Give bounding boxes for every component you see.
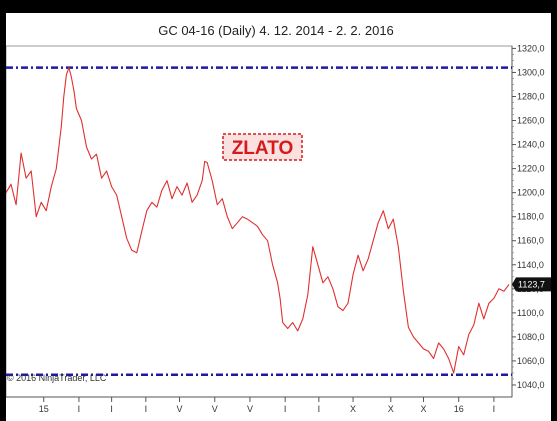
x-tick-label: X: [388, 404, 394, 414]
zlato-box: [222, 133, 303, 161]
x-tick-label: I: [145, 404, 148, 414]
x-tick-label: X: [420, 404, 426, 414]
y-tick-label: 1060,0: [517, 356, 545, 366]
x-tick-label: I: [284, 404, 287, 414]
y-tick-label: 1160,0: [517, 236, 544, 246]
y-axis-ticks: 1040,01060,01080,01100,01120,01140,01160…: [512, 43, 545, 390]
zlato-annotation: ZLATO: [222, 133, 303, 161]
gold-price-chart: GC 04-16 (Daily) 4. 12. 2014 - 2. 2. 201…: [6, 23, 551, 414]
y-tick-label: 1200,0: [517, 188, 545, 198]
y-tick-label: 1180,0: [517, 212, 544, 222]
y-tick-label: 1140,0: [517, 260, 544, 270]
x-tick-label: I: [110, 404, 113, 414]
x-tick-label: 16: [454, 404, 464, 414]
y-tick-label: 1300,0: [517, 67, 545, 77]
x-tick-label: V: [247, 404, 253, 414]
y-tick-label: 1100,0: [517, 308, 544, 318]
chart-title: GC 04-16 (Daily) 4. 12. 2014 - 2. 2. 201…: [158, 23, 394, 38]
y-tick-label: 1320,0: [517, 43, 545, 53]
chart-frame: GC 04-16 (Daily) 4. 12. 2014 - 2. 2. 201…: [6, 13, 551, 421]
x-tick-label: 15: [39, 404, 49, 414]
y-tick-label: 1040,0: [517, 380, 545, 390]
price-series: [6, 67, 510, 374]
x-tick-label: V: [212, 404, 218, 414]
x-tick-label: I: [78, 404, 81, 414]
zlato-label: ZLATO: [232, 138, 294, 159]
y-tick-label: 1080,0: [517, 332, 545, 342]
x-tick-label: I: [493, 404, 496, 414]
y-tick-label: 1220,0: [517, 164, 545, 174]
y-tick-label: 1260,0: [517, 116, 545, 126]
y-tick-label: 1280,0: [517, 91, 545, 101]
last-value-marker: 1123,7: [512, 277, 551, 292]
x-tick-label: V: [177, 404, 183, 414]
x-tick-label: X: [350, 404, 356, 414]
last-value-box: [512, 277, 551, 292]
x-axis-ticks: 15 I I I V V V I I X X X 16 I: [39, 397, 495, 414]
copyright-text: © 2016 NinjaTrader, LLC: [7, 373, 107, 383]
y-tick-label: 1240,0: [517, 140, 545, 150]
horizontal-levels: [6, 66, 512, 377]
x-tick-label: I: [318, 404, 321, 414]
last-value-label: 1123,7: [518, 279, 545, 289]
price-line: [6, 67, 510, 374]
plot-area: [6, 45, 513, 398]
